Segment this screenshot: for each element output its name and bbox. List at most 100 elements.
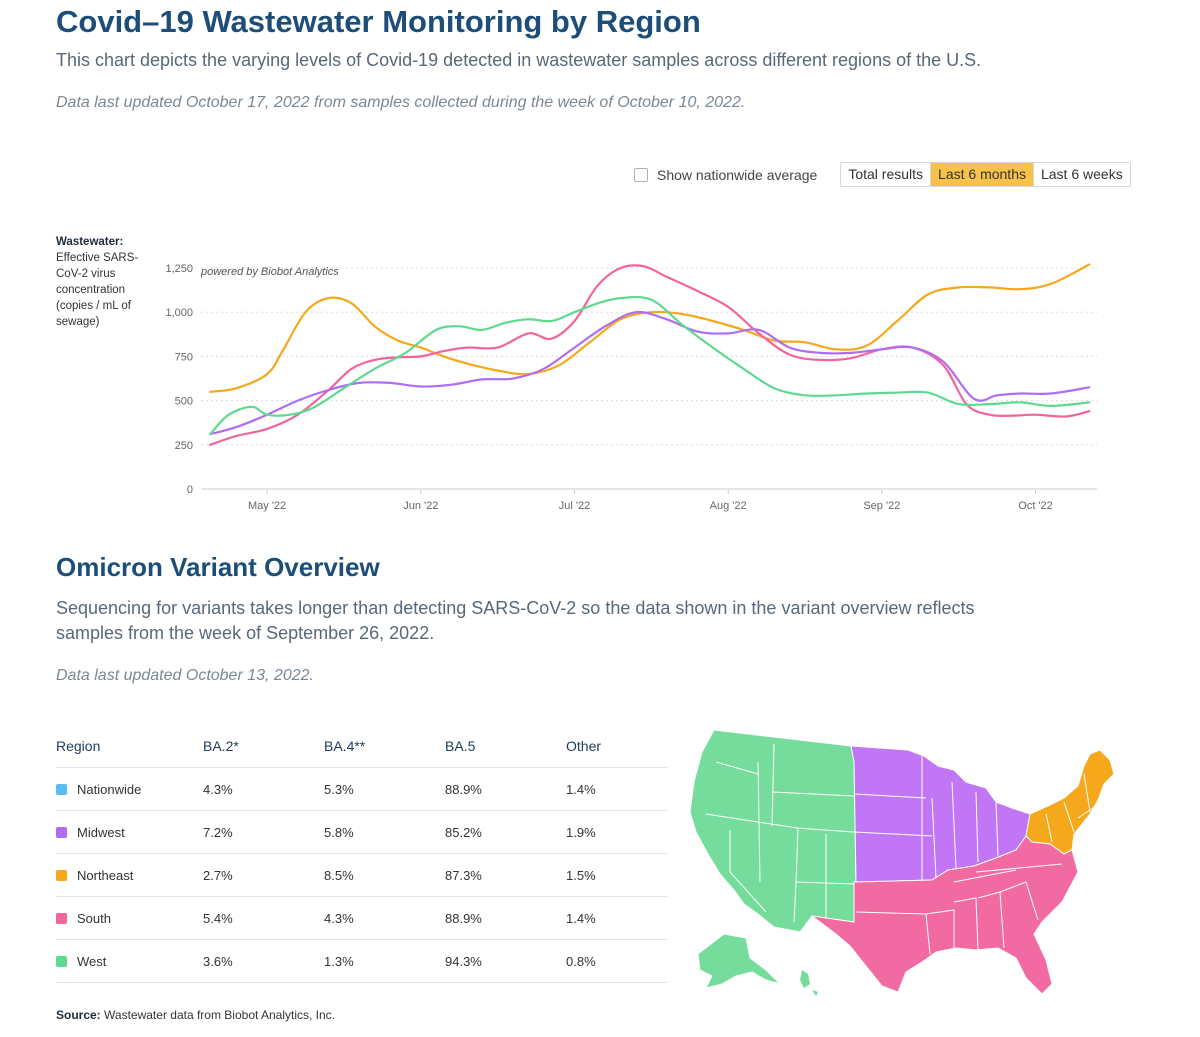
x-tick-label: Oct '22 — [1018, 500, 1053, 512]
column-header-ba5: BA.5 — [445, 738, 476, 754]
x-tick-label: Jun '22 — [403, 500, 438, 512]
ba4-cell: 5.3% — [324, 767, 445, 811]
column-header-region: Region — [56, 738, 101, 754]
page-subtitle: This chart depicts the varying levels of… — [56, 50, 982, 70]
range-last-6-months-button[interactable]: Last 6 months — [931, 163, 1034, 186]
table-row: South 5.4% 4.3% 88.9% 1.4% — [56, 896, 668, 940]
time-range-selector: Total results Last 6 months Last 6 weeks — [840, 162, 1131, 187]
table-row: Northeast 2.7% 8.5% 87.3% 1.5% — [56, 853, 668, 897]
variants-description: Sequencing for variants takes longer tha… — [56, 598, 975, 643]
range-total-results-button[interactable]: Total results — [841, 163, 932, 186]
ba2-cell: 7.2% — [203, 810, 324, 854]
ba4-cell: 4.3% — [324, 896, 445, 940]
ba5-cell: 85.2% — [445, 810, 566, 854]
nationwide-average-toggle[interactable]: Show nationwide average — [634, 167, 817, 183]
chart-gridlines — [201, 267, 1097, 490]
ba2-cell: 2.7% — [203, 853, 324, 897]
x-tick-label: May '22 — [248, 500, 286, 512]
ba5-cell: 88.9% — [445, 896, 566, 940]
region-cell: Nationwide — [56, 767, 203, 811]
y-tick-label: 250 — [175, 440, 193, 452]
map-region-northeast[interactable] — [1025, 749, 1115, 855]
nationwide-average-label: Show nationwide average — [657, 166, 818, 183]
map-region-hawaii[interactable] — [800, 970, 818, 996]
ba4-cell: 8.5% — [324, 853, 445, 897]
variants-table: Region BA.2* BA.4** BA.5 Other Nationwid… — [56, 725, 668, 983]
ba5-cell: 88.9% — [445, 767, 566, 811]
chart-series — [209, 263, 1091, 446]
chart-controls: Show nationwide average Total results La… — [634, 162, 1131, 187]
region-label: Midwest — [77, 824, 125, 840]
variants-table-body: Nationwide 4.3% 5.3% 88.9% 1.4% Midwest 7.2% 5.… — [56, 767, 668, 983]
map-region-west[interactable] — [689, 729, 857, 933]
ba5-cell: 87.3% — [445, 853, 566, 897]
last-updated-text: Data last updated October 17, 2022 from … — [56, 94, 746, 111]
region-cell: Northeast — [56, 853, 203, 897]
region-cell: South — [56, 896, 203, 940]
series-line-northeast[interactable] — [209, 263, 1091, 393]
x-tick-label: Sep '22 — [863, 500, 900, 512]
y-tick-label: 750 — [175, 351, 193, 363]
map-border-west — [705, 743, 855, 923]
region-color-swatch — [56, 912, 67, 924]
us-region-map — [689, 729, 1115, 996]
table-header-row: Region BA.2* BA.4** BA.5 Other — [56, 725, 668, 768]
source-note: Source: Wastewater data from Biobot Anal… — [56, 1008, 335, 1022]
table-row: Midwest 7.2% 5.8% 85.2% 1.9% — [56, 810, 668, 854]
column-header-ba2: BA.2* — [203, 738, 239, 754]
region-label: Nationwide — [77, 781, 142, 797]
region-color-swatch — [56, 783, 67, 795]
map-region-alaska[interactable] — [697, 933, 782, 989]
region-color-swatch — [56, 955, 67, 967]
table-row: Nationwide 4.3% 5.3% 88.9% 1.4% — [56, 767, 668, 811]
chart-ticks: 0 250 500 750 1,000 1,250 May '22 Jun '22 Jul '2… — [165, 263, 1052, 512]
region-label: Northeast — [77, 867, 134, 883]
other-cell: 0.8% — [566, 939, 668, 983]
source-label: Source: — [56, 1008, 101, 1022]
y-axis-title: Wastewater: — [56, 236, 124, 248]
ba2-cell: 3.6% — [203, 939, 324, 983]
variants-title: Omicron Variant Overview — [56, 552, 380, 582]
page-title: Covid–19 Wastewater Monitoring by Region — [56, 4, 701, 39]
region-color-swatch — [56, 869, 67, 881]
map-border-midwest — [853, 756, 999, 880]
ba4-cell: 1.3% — [324, 939, 445, 983]
range-last-6-weeks-button[interactable]: Last 6 weeks — [1033, 163, 1130, 186]
series-line-south[interactable] — [209, 264, 1091, 446]
ba5-cell: 94.3% — [445, 939, 566, 983]
region-cell: West — [56, 939, 203, 983]
column-header-other: Other — [566, 738, 602, 754]
y-axis-description: Wastewater: Effective SARS-CoV-2 virus c… — [56, 234, 146, 330]
map-border-northeast — [1045, 773, 1097, 843]
source-text: Wastewater data from Biobot Analytics, I… — [104, 1008, 336, 1022]
y-tick-label: 0 — [187, 484, 193, 496]
y-axis-text: Effective SARS-CoV-2 virus concentration… — [56, 252, 139, 328]
region-cell: Midwest — [56, 810, 203, 854]
other-cell: 1.9% — [566, 810, 668, 854]
column-header-ba4: BA.4** — [324, 738, 366, 754]
map-region-south[interactable] — [811, 835, 1079, 995]
variants-updated-text: Data last updated October 13, 2022. — [56, 667, 314, 684]
map-border-south — [855, 863, 1063, 955]
ba2-cell: 5.4% — [203, 896, 324, 940]
x-tick-label: Aug '22 — [710, 500, 747, 512]
other-cell: 1.5% — [566, 853, 668, 897]
x-tick-label: Jul '22 — [559, 500, 590, 512]
y-tick-label: 500 — [175, 396, 193, 408]
other-cell: 1.4% — [566, 896, 668, 940]
ba4-cell: 5.8% — [324, 810, 445, 854]
map-state-borders — [705, 743, 1097, 955]
powered-by-annotation: powered by Biobot Analytics — [200, 266, 339, 278]
series-line-midwest[interactable] — [209, 310, 1091, 436]
series-line-west[interactable] — [209, 295, 1091, 436]
table-row: West 3.6% 1.3% 94.3% 0.8% — [56, 939, 668, 983]
y-tick-label: 1,250 — [165, 263, 193, 275]
region-color-swatch — [56, 826, 67, 838]
y-tick-label: 1,000 — [165, 307, 193, 319]
other-cell: 1.4% — [566, 767, 668, 811]
region-label: West — [77, 953, 107, 969]
nationwide-average-checkbox[interactable] — [634, 167, 648, 182]
wastewater-line-chart: 0 250 500 750 1,000 1,250 May '22 Jun '22 Jul '2… — [165, 263, 1097, 512]
region-label: South — [77, 910, 111, 926]
ba2-cell: 4.3% — [203, 767, 324, 811]
